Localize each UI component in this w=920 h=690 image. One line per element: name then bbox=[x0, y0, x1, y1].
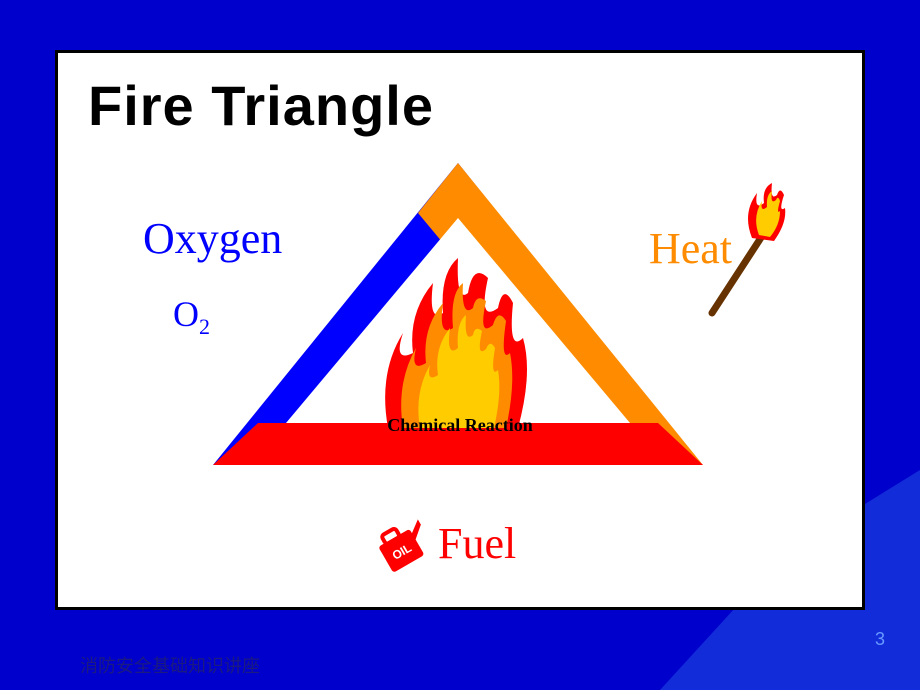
heat-label: Heat bbox=[649, 223, 732, 274]
oil-can-icon: OIL bbox=[363, 515, 433, 580]
chemical-reaction-label: Chemical Reaction bbox=[387, 415, 532, 436]
fuel-label: Fuel bbox=[438, 518, 516, 569]
oxygen-label: Oxygen bbox=[143, 213, 282, 264]
slide-card: Fire Triangle OIL Oxygen O2 Heat Chemica… bbox=[55, 50, 865, 610]
flame-icon bbox=[358, 253, 558, 433]
page-title: Fire Triangle bbox=[88, 73, 434, 138]
o2-label: O2 bbox=[173, 293, 210, 340]
page-number: 3 bbox=[875, 629, 885, 650]
footer-text: 消防安全基础知识讲座 bbox=[80, 652, 260, 678]
